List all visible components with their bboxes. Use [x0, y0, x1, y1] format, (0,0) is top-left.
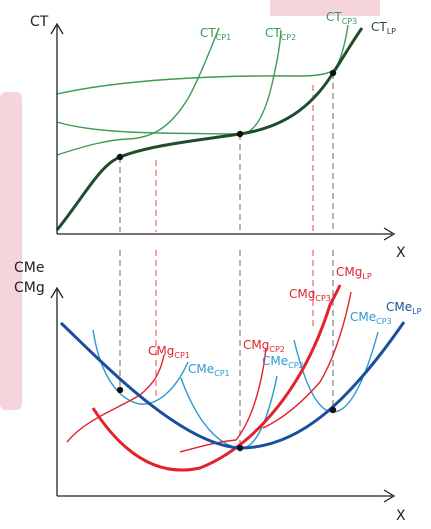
bottom-y-axis-label-cmg: CMg	[14, 280, 45, 296]
top-guide-lines	[119, 73, 334, 232]
curve-cmg-cp3	[262, 291, 352, 429]
label-ct-lp: CTLP	[371, 20, 396, 36]
label-ct-cp3: CTCP3	[326, 10, 357, 26]
top-panel: CT X CTCP1 CTCP2 CTCP3 CTLP	[30, 10, 406, 261]
curve-cmg-cp1	[66, 354, 165, 443]
bottom-guide-lines	[119, 250, 334, 448]
top-x-arrow	[383, 227, 396, 241]
label-cmg-cp3: CMgCP3	[289, 287, 331, 303]
curve-ct-cp3	[56, 24, 349, 95]
pink-top-band	[270, 0, 380, 16]
pink-side-band	[0, 92, 22, 410]
curve-ct-cp1	[56, 27, 220, 156]
tangency-point-cp2	[236, 130, 244, 138]
bottom-y-axis-label-cme: CMe	[14, 260, 44, 276]
bottom-y-arrow	[50, 286, 64, 299]
curve-ct-lp	[55, 27, 364, 231]
tangency-point-cp3	[329, 69, 337, 77]
label-ct-cp2: CTCP2	[265, 26, 296, 42]
short-run-ct-curves	[56, 24, 349, 156]
tangency-point-cme-cp2	[236, 444, 244, 452]
top-y-axis-label: CT	[30, 14, 49, 30]
label-cme-cp1: CMeCP1	[188, 362, 230, 378]
top-axes	[50, 22, 396, 241]
bottom-x-axis-label: X	[396, 508, 406, 524]
tangency-point-cme-cp3	[329, 406, 337, 414]
tangency-point-cme-cp1	[116, 386, 124, 394]
curve-ct-cp2	[56, 29, 282, 135]
tangency-point-cp1	[116, 153, 124, 161]
curve-cmg-cp2	[179, 347, 267, 453]
curve-cmg-lp	[91, 284, 342, 472]
label-ct-cp1: CTCP1	[200, 26, 231, 42]
label-cmg-cp2: CMgCP2	[243, 338, 285, 354]
label-cme-cp3: CMeCP3	[350, 310, 392, 326]
label-cmg-lp: CMgLP	[336, 265, 372, 281]
label-cme-lp: CMeLP	[386, 300, 422, 316]
top-y-arrow	[50, 22, 64, 35]
top-x-axis-label: X	[396, 245, 406, 261]
label-cmg-cp1: CMgCP1	[148, 344, 190, 360]
bottom-x-arrow	[383, 489, 396, 503]
bottom-panel: CMe CMg X CMgCP1 CMeCP1 CMgCP2 CMeCP2 CM…	[14, 250, 422, 524]
curve-cme-cp2	[180, 375, 278, 449]
bottom-axes	[50, 286, 396, 503]
label-cme-cp2: CMeCP2	[262, 354, 304, 370]
